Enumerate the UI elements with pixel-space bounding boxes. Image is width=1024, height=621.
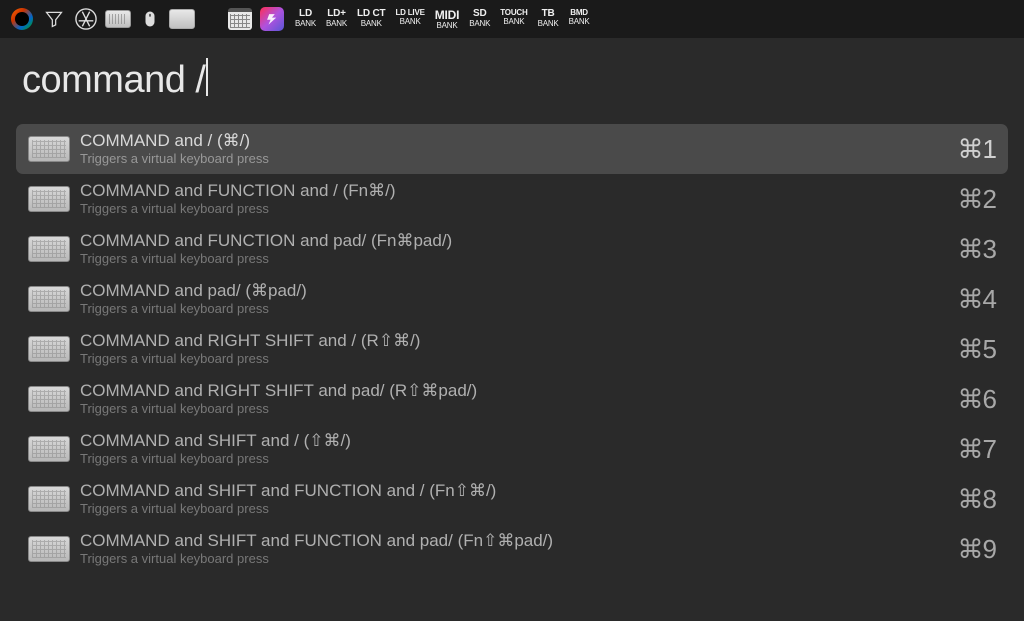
mouse-icon[interactable] <box>136 5 164 33</box>
result-row[interactable]: COMMAND and SHIFT and FUNCTION and / (Fn… <box>16 474 1008 524</box>
result-subtitle: Triggers a virtual keyboard press <box>80 351 958 367</box>
bank-bottom: BANK <box>295 20 316 28</box>
bank-label[interactable]: LD+BANK <box>323 9 350 30</box>
result-row[interactable]: COMMAND and SHIFT and FUNCTION and pad/ … <box>16 524 1008 574</box>
result-row[interactable]: COMMAND and SHIFT and / (⇧⌘/)Triggers a … <box>16 424 1008 474</box>
bank-label[interactable]: LD LIVEBANK <box>392 9 427 30</box>
keyboard-icon <box>28 536 70 562</box>
result-shortcut: ⌘7 <box>958 434 996 465</box>
search-area[interactable]: command / <box>0 38 1024 124</box>
search-input[interactable]: command / <box>22 59 205 101</box>
bank-bottom: BANK <box>538 20 559 28</box>
result-title: COMMAND and SHIFT and FUNCTION and pad/ … <box>80 531 958 551</box>
davinci-icon[interactable] <box>8 5 36 33</box>
appstore-icon[interactable] <box>72 5 100 33</box>
result-title: COMMAND and RIGHT SHIFT and pad/ (R⇧⌘pad… <box>80 381 958 401</box>
bank-label[interactable]: BMDBANK <box>566 9 593 30</box>
keyboard-icon <box>28 286 70 312</box>
result-subtitle: Triggers a virtual keyboard press <box>80 401 958 417</box>
result-text: COMMAND and RIGHT SHIFT and / (R⇧⌘/)Trig… <box>80 331 958 367</box>
result-subtitle: Triggers a virtual keyboard press <box>80 151 958 167</box>
filter-icon[interactable] <box>40 5 68 33</box>
result-subtitle: Triggers a virtual keyboard press <box>80 201 958 217</box>
result-title: COMMAND and pad/ (⌘pad/) <box>80 281 958 301</box>
trackpad-icon[interactable] <box>168 5 196 33</box>
bank-label[interactable]: LD CTBANK <box>354 9 388 30</box>
result-subtitle: Triggers a virtual keyboard press <box>80 301 958 317</box>
toolbar-banks: LDBANKLD+BANKLD CTBANKLD LIVEBANKMIDIBAN… <box>292 9 593 30</box>
result-shortcut: ⌘4 <box>958 284 996 315</box>
result-row[interactable]: COMMAND and RIGHT SHIFT and pad/ (R⇧⌘pad… <box>16 374 1008 424</box>
results-list: COMMAND and / (⌘/)Triggers a virtual key… <box>0 124 1024 582</box>
result-subtitle: Triggers a virtual keyboard press <box>80 251 958 267</box>
result-title: COMMAND and FUNCTION and / (Fn⌘/) <box>80 181 958 201</box>
keyboard-icon <box>28 236 70 262</box>
result-shortcut: ⌘8 <box>958 484 996 515</box>
bank-label[interactable]: SDBANK <box>466 9 493 30</box>
keyboard-icon <box>28 136 70 162</box>
bank-bottom: BANK <box>326 20 347 28</box>
result-title: COMMAND and SHIFT and FUNCTION and / (Fn… <box>80 481 958 501</box>
result-text: COMMAND and / (⌘/)Triggers a virtual key… <box>80 131 958 167</box>
bank-top: BMD <box>570 9 588 17</box>
bank-bottom: BANK <box>437 22 458 30</box>
result-shortcut: ⌘2 <box>958 184 996 215</box>
bank-top: LD LIVE <box>395 9 424 17</box>
bank-top: LD+ <box>327 9 346 19</box>
result-text: COMMAND and FUNCTION and / (Fn⌘/)Trigger… <box>80 181 958 217</box>
text-cursor <box>206 58 208 96</box>
keyboard-icon <box>28 336 70 362</box>
result-text: COMMAND and RIGHT SHIFT and pad/ (R⇧⌘pad… <box>80 381 958 417</box>
result-shortcut: ⌘3 <box>958 234 996 265</box>
result-title: COMMAND and FUNCTION and pad/ (Fn⌘pad/) <box>80 231 958 251</box>
bank-top: TB <box>542 9 555 19</box>
result-row[interactable]: COMMAND and RIGHT SHIFT and / (R⇧⌘/)Trig… <box>16 324 1008 374</box>
result-shortcut: ⌘9 <box>958 534 996 565</box>
result-subtitle: Triggers a virtual keyboard press <box>80 551 958 567</box>
result-title: COMMAND and / (⌘/) <box>80 131 958 151</box>
bank-bottom: BANK <box>569 18 590 26</box>
bank-top: MIDI <box>435 9 460 21</box>
result-title: COMMAND and RIGHT SHIFT and / (R⇧⌘/) <box>80 331 958 351</box>
bank-label[interactable]: TOUCHBANK <box>497 9 530 30</box>
result-row[interactable]: COMMAND and FUNCTION and / (Fn⌘/)Trigger… <box>16 174 1008 224</box>
notes-icon[interactable] <box>200 7 222 31</box>
bank-bottom: BANK <box>361 20 382 28</box>
keyboard-icon <box>28 436 70 462</box>
result-shortcut: ⌘6 <box>958 384 996 415</box>
result-text: COMMAND and SHIFT and / (⇧⌘/)Triggers a … <box>80 431 958 467</box>
bank-top: LD <box>299 9 312 19</box>
result-shortcut: ⌘1 <box>958 134 996 165</box>
bank-label[interactable]: TBBANK <box>535 9 562 30</box>
bank-top: LD CT <box>357 9 385 19</box>
result-row[interactable]: COMMAND and / (⌘/)Triggers a virtual key… <box>16 124 1008 174</box>
keyboard-icon <box>28 386 70 412</box>
result-row[interactable]: COMMAND and FUNCTION and pad/ (Fn⌘pad/)T… <box>16 224 1008 274</box>
result-title: COMMAND and SHIFT and / (⇧⌘/) <box>80 431 958 451</box>
result-text: COMMAND and SHIFT and FUNCTION and pad/ … <box>80 531 958 567</box>
bank-label[interactable]: LDBANK <box>292 9 319 30</box>
bank-bottom: BANK <box>469 20 490 28</box>
keyboard-icon[interactable] <box>104 5 132 33</box>
result-subtitle: Triggers a virtual keyboard press <box>80 501 958 517</box>
bank-bottom: BANK <box>503 18 524 26</box>
result-text: COMMAND and FUNCTION and pad/ (Fn⌘pad/)T… <box>80 231 958 267</box>
result-shortcut: ⌘5 <box>958 334 996 365</box>
toolbar: LDBANKLD+BANKLD CTBANKLD LIVEBANKMIDIBAN… <box>0 0 1024 38</box>
result-subtitle: Triggers a virtual keyboard press <box>80 451 958 467</box>
bank-label[interactable]: MIDIBANK <box>432 9 463 30</box>
bank-bottom: BANK <box>400 18 421 26</box>
result-text: COMMAND and SHIFT and FUNCTION and / (Fn… <box>80 481 958 517</box>
result-row[interactable]: COMMAND and pad/ (⌘pad/)Triggers a virtu… <box>16 274 1008 324</box>
keyboard-icon <box>28 186 70 212</box>
bank-top: TOUCH <box>500 9 527 17</box>
calendar-icon[interactable] <box>226 5 254 33</box>
bank-top: SD <box>473 9 487 19</box>
keyboard-icon <box>28 486 70 512</box>
shortcuts-icon[interactable] <box>258 5 286 33</box>
result-text: COMMAND and pad/ (⌘pad/)Triggers a virtu… <box>80 281 958 317</box>
